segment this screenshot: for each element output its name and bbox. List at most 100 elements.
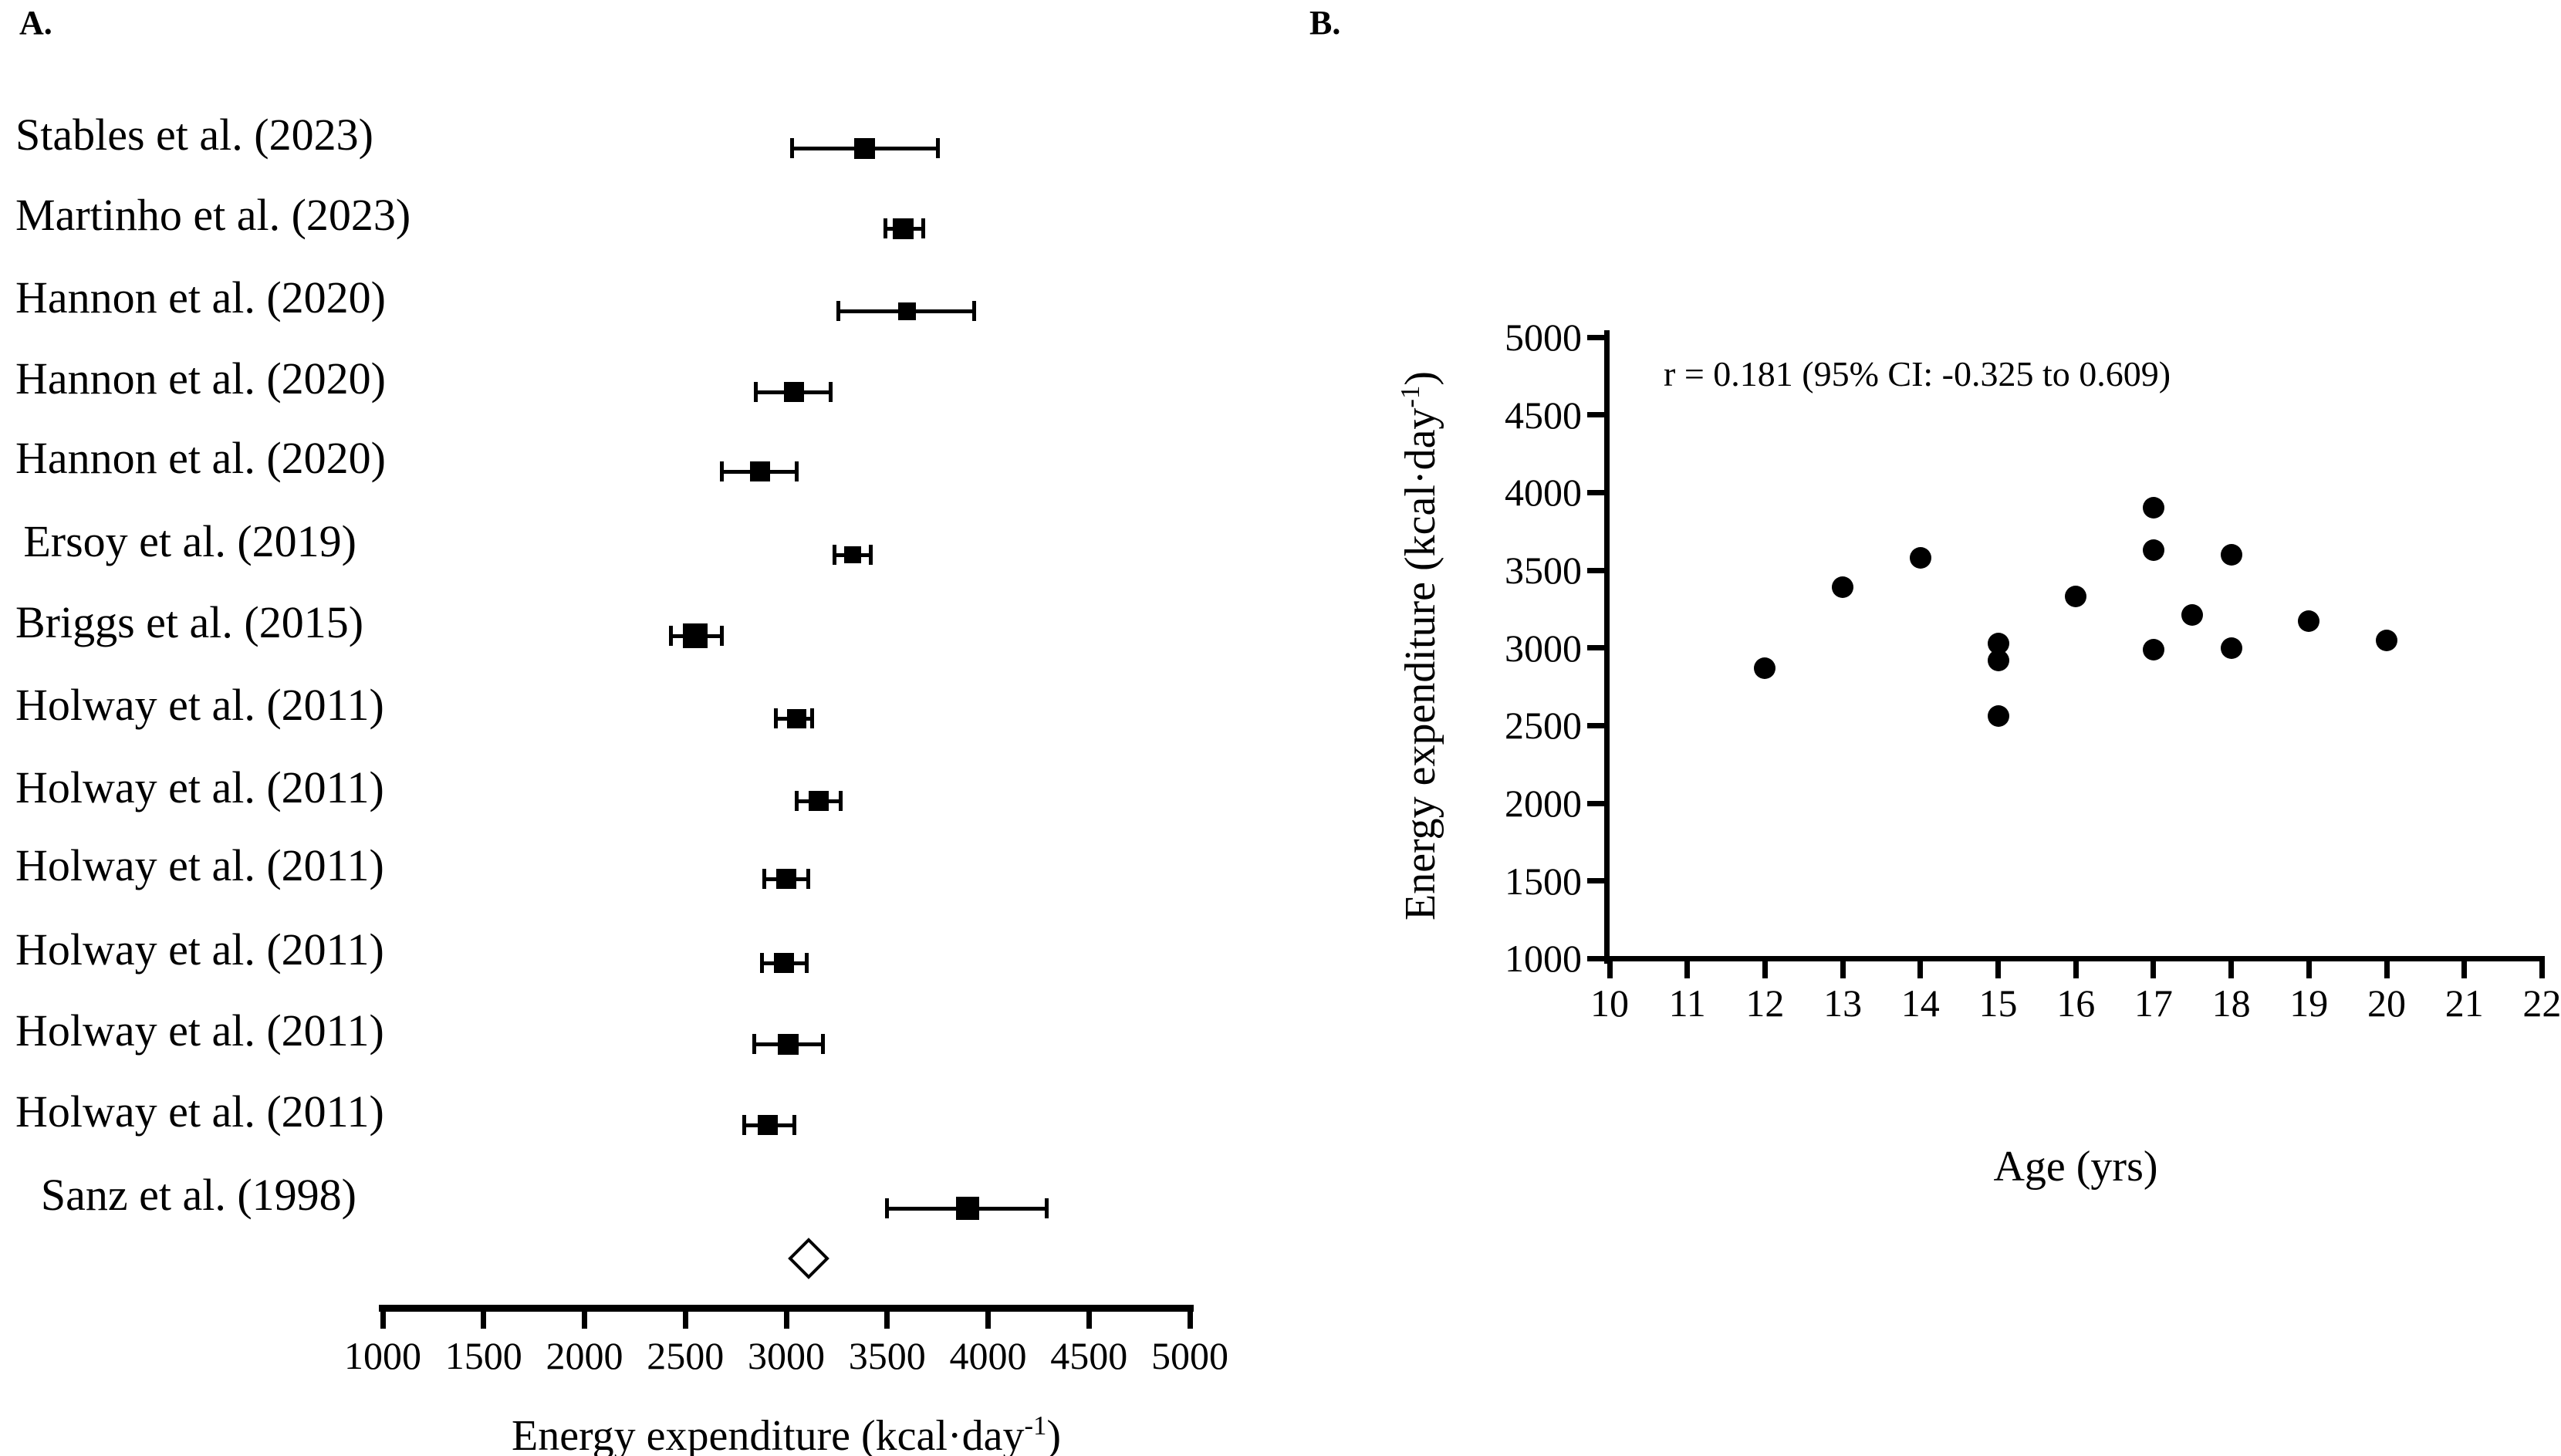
- scatter-y-tick-label: 4500: [1505, 393, 1582, 437]
- study-label: Hannon et al. (2020): [15, 433, 386, 483]
- scatter-x-tick-label: 21: [2444, 981, 2484, 1025]
- scatter-x-tick-label: 17: [2134, 981, 2173, 1025]
- study-label: Hannon et al. (2020): [15, 272, 386, 323]
- scatter-x-tick-label: 16: [2056, 981, 2096, 1025]
- forest-x-tick-label: 3500: [848, 1334, 926, 1377]
- scatter-y-tick: [1586, 567, 1604, 573]
- forest-x-tick: [682, 1312, 688, 1329]
- scatter-x-tick: [1840, 961, 1846, 978]
- scatter-x-tick: [1684, 961, 1691, 978]
- scatter-point: [2220, 543, 2242, 566]
- scatter-x-tick-label: 18: [2211, 981, 2251, 1025]
- scatter-point: [1832, 576, 1854, 599]
- study-label: Briggs et al. (2015): [15, 597, 364, 647]
- ci-cap-left: [742, 1115, 746, 1135]
- forest-x-tick: [1086, 1312, 1092, 1329]
- scatter-y-tick-label: 5000: [1505, 316, 1582, 359]
- scatter-y-axis-title-text: Energy expenditure (kcal·day: [1396, 407, 1444, 921]
- scatter-y-tick-label: 2500: [1505, 704, 1582, 748]
- scatter-x-tick-label: 19: [2289, 981, 2329, 1025]
- forest-x-tick: [783, 1312, 789, 1329]
- scatter-point: [1987, 649, 2009, 671]
- scatter-point: [1754, 657, 1776, 679]
- scatter-x-tick-label: 15: [1978, 981, 2018, 1025]
- scatter-y-tick-label: 1000: [1505, 937, 1582, 981]
- mean-square: [750, 461, 770, 481]
- scatter-point: [1987, 705, 2009, 728]
- scatter-x-tick-label: 12: [1745, 981, 1785, 1025]
- forest-x-tick: [380, 1312, 386, 1329]
- scatter-y-tick-label: 2000: [1505, 782, 1582, 825]
- ci-cap-left: [762, 869, 766, 889]
- scatter-y-axis-title-close: ): [1396, 370, 1444, 386]
- forest-x-axis-title-text: Energy expenditure (kcal·day: [511, 1411, 1025, 1456]
- scatter-x-tick-label: 14: [1900, 981, 1940, 1025]
- scatter-y-tick: [1586, 489, 1604, 495]
- study-label: Holway et al. (2011): [15, 1005, 384, 1056]
- study-label: Holway et al. (2011): [15, 840, 384, 890]
- forest-x-tick: [985, 1312, 991, 1329]
- forest-plot-panel: Stables et al. (2023) Martinho et al. (20…: [15, 113, 1228, 1377]
- study-label: Holway et al. (2011): [15, 762, 384, 812]
- scatter-x-axis-title: Age (yrs): [1993, 1143, 2158, 1191]
- forest-x-tick-label: 2000: [546, 1334, 623, 1377]
- ci-cap-left: [669, 626, 674, 646]
- mean-square: [774, 953, 795, 973]
- ci-cap-left: [794, 791, 799, 811]
- scatter-point: [2065, 586, 2087, 608]
- ci-cap-right: [820, 1034, 825, 1054]
- scatter-x-tick: [2073, 961, 2079, 978]
- study-label: Ersoy et al. (2019): [23, 516, 356, 566]
- scatter-x-tick: [1995, 961, 2001, 978]
- scatter-y-tick: [1586, 412, 1604, 418]
- scatter-x-axis-line: [1607, 955, 2545, 961]
- mean-square: [758, 1115, 779, 1135]
- scatter-point: [2181, 604, 2204, 627]
- ci-cap-left: [790, 138, 795, 158]
- ci-cap-right: [806, 869, 811, 889]
- scatter-point: [2376, 629, 2397, 651]
- forest-x-tick-label: 2500: [647, 1334, 725, 1377]
- mean-square: [683, 623, 708, 648]
- mean-square: [854, 137, 876, 159]
- scatter-y-tick: [1586, 334, 1604, 340]
- ci-cap-right: [935, 138, 940, 158]
- scatter-x-tick: [1607, 961, 1613, 978]
- forest-x-tick-label: 4000: [949, 1334, 1027, 1377]
- scatter-x-tick: [2228, 961, 2235, 978]
- scatter-y-tick: [1586, 800, 1604, 806]
- panel-a-letter: A.: [19, 4, 52, 42]
- study-label: Sanz et al. (1998): [40, 1170, 356, 1220]
- scatter-point: [1909, 546, 1931, 569]
- forest-x-axis-line: [379, 1305, 1194, 1312]
- scatter-x-tick-label: 13: [1823, 981, 1863, 1025]
- forest-x-tick-label: 5000: [1151, 1334, 1228, 1377]
- forest-x-tick: [1187, 1312, 1193, 1329]
- study-label: Holway et al. (2011): [15, 924, 384, 975]
- scatter-x-tick: [1917, 961, 1924, 978]
- scatter-x-tick-label: 20: [2367, 981, 2406, 1025]
- scatter-point: [2142, 497, 2164, 519]
- ci-cap-left: [754, 382, 759, 402]
- ci-cap-left: [836, 301, 841, 321]
- forest-x-tick: [884, 1312, 890, 1329]
- mean-square: [778, 1033, 799, 1055]
- scatter-y-tick: [1586, 878, 1604, 884]
- scatter-x-tick: [1762, 961, 1768, 978]
- ci-cap-left: [833, 545, 837, 565]
- scatter-y-tick: [1586, 955, 1604, 961]
- mean-square: [808, 791, 829, 811]
- ci-cap-right: [921, 218, 926, 238]
- scatter-point: [2142, 539, 2164, 561]
- forest-x-tick-label: 1000: [344, 1334, 421, 1377]
- forest-x-axis-title: Energy expenditure (kcal·day-1): [511, 1411, 1061, 1456]
- scatter-x-tick-label: 22: [2522, 981, 2561, 1025]
- mean-square: [893, 218, 914, 239]
- ci-cap-left: [883, 218, 887, 238]
- scatter-y-tick: [1586, 645, 1604, 651]
- scatter-y-tick: [1586, 722, 1604, 728]
- ci-cap-left: [752, 1034, 756, 1054]
- scatter-x-tick-label: 10: [1590, 981, 1629, 1025]
